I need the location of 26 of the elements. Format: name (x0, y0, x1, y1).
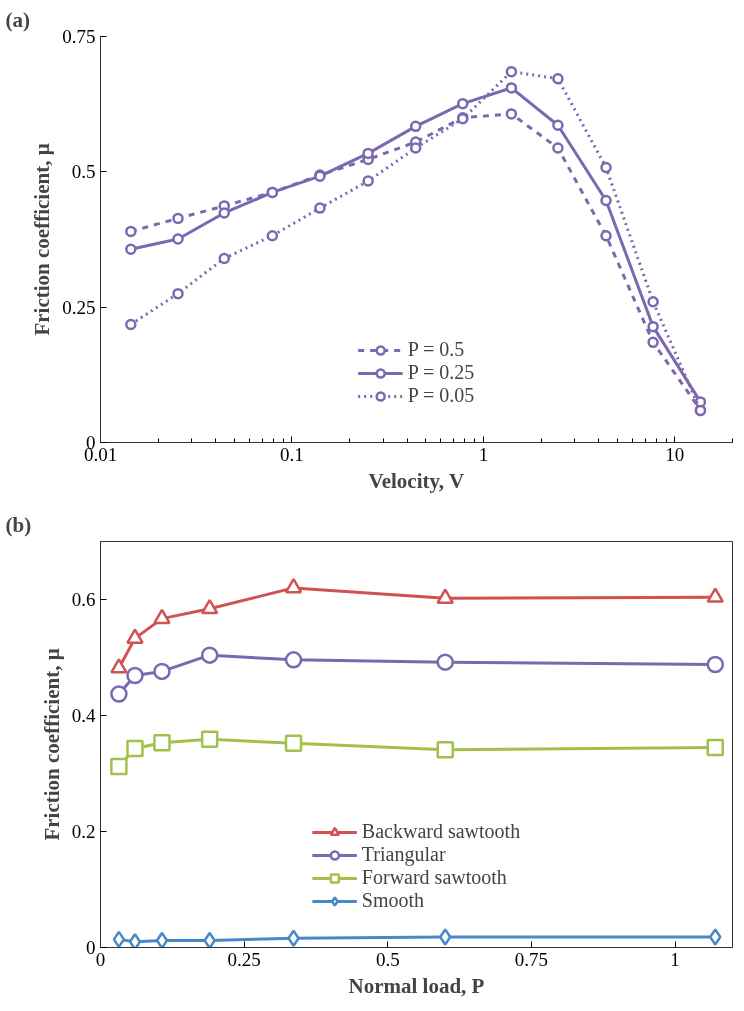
y-axis-title: Friction coefficient, μ (30, 143, 55, 336)
x-tick-label: 1 (670, 948, 680, 970)
x-tick-label: 0.25 (227, 948, 261, 970)
x-tick-label: 0.75 (514, 948, 549, 970)
y-tick-label: 0.25 (62, 296, 96, 318)
y-tick-label: 0.2 (71, 821, 96, 842)
x-tick-label: 0.1 (280, 443, 304, 465)
legend-label: Forward sawtooth (361, 866, 507, 889)
x-tick-label: 10 (665, 443, 685, 465)
y-tick-label: 0.5 (71, 161, 96, 183)
legend-label: Backward sawtooth (361, 820, 521, 843)
legend-label: P = 0.25 (407, 361, 475, 384)
x-axis-title: Velocity, V (368, 468, 465, 493)
legend-label: P = 0.5 (407, 338, 465, 361)
legend-label: P = 0.05 (407, 384, 475, 407)
y-axis-title: Friction coefficient, μ (39, 648, 64, 841)
legend-label: Smooth (361, 889, 425, 912)
x-axis-title: Normal load, P (348, 973, 485, 998)
y-tick-label: 0.75 (62, 26, 96, 47)
y-tick-label: 0.6 (71, 589, 96, 610)
x-tick-label: 0.5 (375, 948, 400, 970)
y-tick-label: 0.4 (71, 705, 96, 726)
x-tick-label: 1 (478, 443, 489, 465)
chart-title: (a) (5, 7, 30, 32)
chart-title: (b) (5, 512, 32, 537)
legend-label: Triangular (361, 843, 446, 866)
